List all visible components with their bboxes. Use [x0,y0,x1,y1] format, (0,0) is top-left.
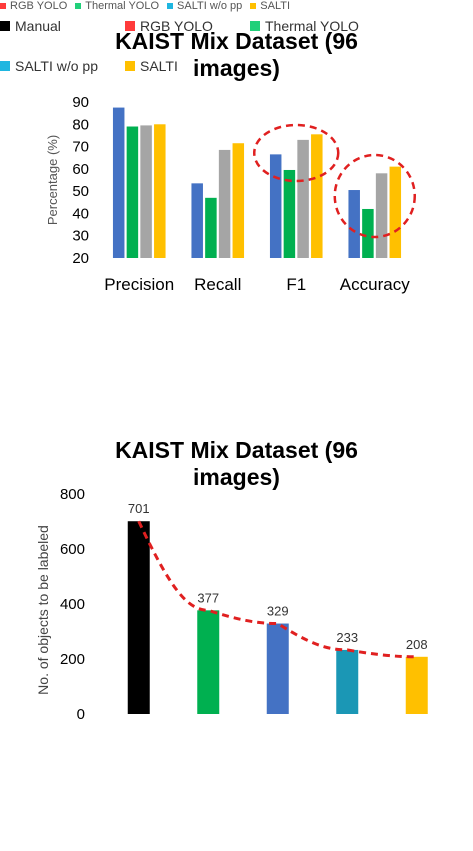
chart1-ytick-label: 20 [72,250,89,267]
chart2-bar [127,521,150,714]
chart1-legend-label: SALTI w/o pp [177,0,243,12]
chart2-legend-swatch [250,20,260,31]
chart2-ytick-label: 200 [60,651,85,668]
chart2-legend-swatch [0,60,10,71]
chart1-legend-label: SALTI [260,0,291,12]
chart1-bar [218,149,231,258]
chart1-bar [140,125,152,259]
chart2-ytick-label: 600 [60,541,85,558]
chart2-legend: Manual RGB YOLO Thermal YOLO SALTI w/o pp SA… [0,12,390,92]
chart1-highlight-ellipse [253,123,340,183]
chart2-bar [405,656,428,714]
chart2-data-label: 233 [336,630,358,645]
chart2-data-label: 701 [128,501,150,516]
chart1-ytick-label: 50 [72,183,89,200]
chart1-ytick-label: 70 [72,139,89,156]
chart2-ytick-label: 800 [60,486,85,503]
chart1-bar [283,169,296,258]
chart1-title-line1: KAIST Mix Dataset (96 [115,28,358,54]
chart1-bar [362,208,374,258]
chart2-trend-line [137,520,417,659]
chart1-y-axis-label: Percentage (%) [45,135,60,225]
chart1-legend-swatch [167,3,174,9]
chart1-legend-swatch [75,3,82,9]
chart1-bar [205,197,217,258]
chart2-plot: 800 600 400 200 0 No. of objects to be labele… [35,486,428,723]
chart1-title-line2: images) [193,55,280,81]
chart2-legend-label: Manual [15,17,61,34]
chart1-ytick-label: 80 [72,116,89,133]
chart2-legend-label: Thermal YOLO [265,17,359,34]
chart1-legend-swatch [0,3,6,9]
chart1-bar [191,183,203,258]
chart2-legend-label: SALTI [140,57,178,74]
chart1-bar [269,154,282,258]
chart2-legend-label: SALTI w/o pp [15,57,99,74]
chart2-title: KAIST Mix Dataset (96 images) [0,437,473,491]
chart2-data-label: 377 [197,590,219,605]
chart1-category-label: Precision [104,275,174,294]
chart2-legend-label: RGB YOLO [140,17,213,34]
chart2-bar [336,649,359,714]
chart1-bar [389,166,402,258]
chart1-bar [375,173,388,258]
chart1-category-label: Accuracy [340,275,410,294]
chart1-bar [297,139,309,258]
chart2-legend-item: SALTI w/o pp [0,52,125,79]
chart1-legend-item: Thermal YOLO [75,0,159,12]
chart2-ytick-label: 400 [60,596,85,613]
chart1-category-label: Recall [194,275,241,294]
chart2-legend-swatch [125,60,135,71]
chart1-legend: RGB YOLO Thermal YOLO SALTI w/o pp SALTI [0,0,473,12]
chart2-legend-item: Thermal YOLO [250,12,390,39]
chart2-legend-item: RGB YOLO [125,12,250,39]
chart1-legend-item: RGB YOLO [0,0,67,12]
chart1-category-label: F1 [286,275,306,294]
chart2-legend-swatch [125,20,135,31]
chart1-legend-label: Thermal YOLO [85,0,160,12]
chart1-legend-label: RGB YOLO [10,0,68,12]
chart1-bar [348,190,360,258]
chart1-plot: 90 80 70 60 50 40 30 20 Percentage (%) Precision R… [45,94,416,294]
chart1-ytick-label: 40 [72,205,89,222]
chart1-bar [232,143,245,258]
chart2-bar [266,623,289,714]
chart1-title: KAIST Mix Dataset (96 images) [0,28,473,82]
chart1-highlight-ellipse [333,153,416,239]
chart2-legend-item: Manual [0,12,125,39]
chart2-ytick-label: 0 [77,706,85,723]
chart1-bar [112,107,125,258]
chart2-bar [197,610,220,714]
chart2-title-line1: KAIST Mix Dataset (96 [115,437,358,463]
chart1-bar [311,134,323,258]
chart1-ytick-label: 60 [72,161,89,178]
chart1-legend-item: SALTI [250,0,290,12]
chart2-title-line2: images) [193,464,280,490]
chart2-legend-swatch [0,20,10,31]
chart2-y-axis-label: No. of objects to be labeled [35,525,51,695]
chart1-bar [154,124,166,259]
chart2-data-label: 208 [406,637,428,652]
chart1-ytick-label: 90 [72,94,89,111]
chart1-ytick-label: 30 [72,228,89,245]
chart1-legend-item: SALTI w/o pp [167,0,242,12]
chart2-data-label: 329 [267,604,289,619]
chart1-legend-swatch [250,3,257,9]
chart2-legend-item: SALTI [125,52,250,79]
chart1-bar [126,126,139,258]
